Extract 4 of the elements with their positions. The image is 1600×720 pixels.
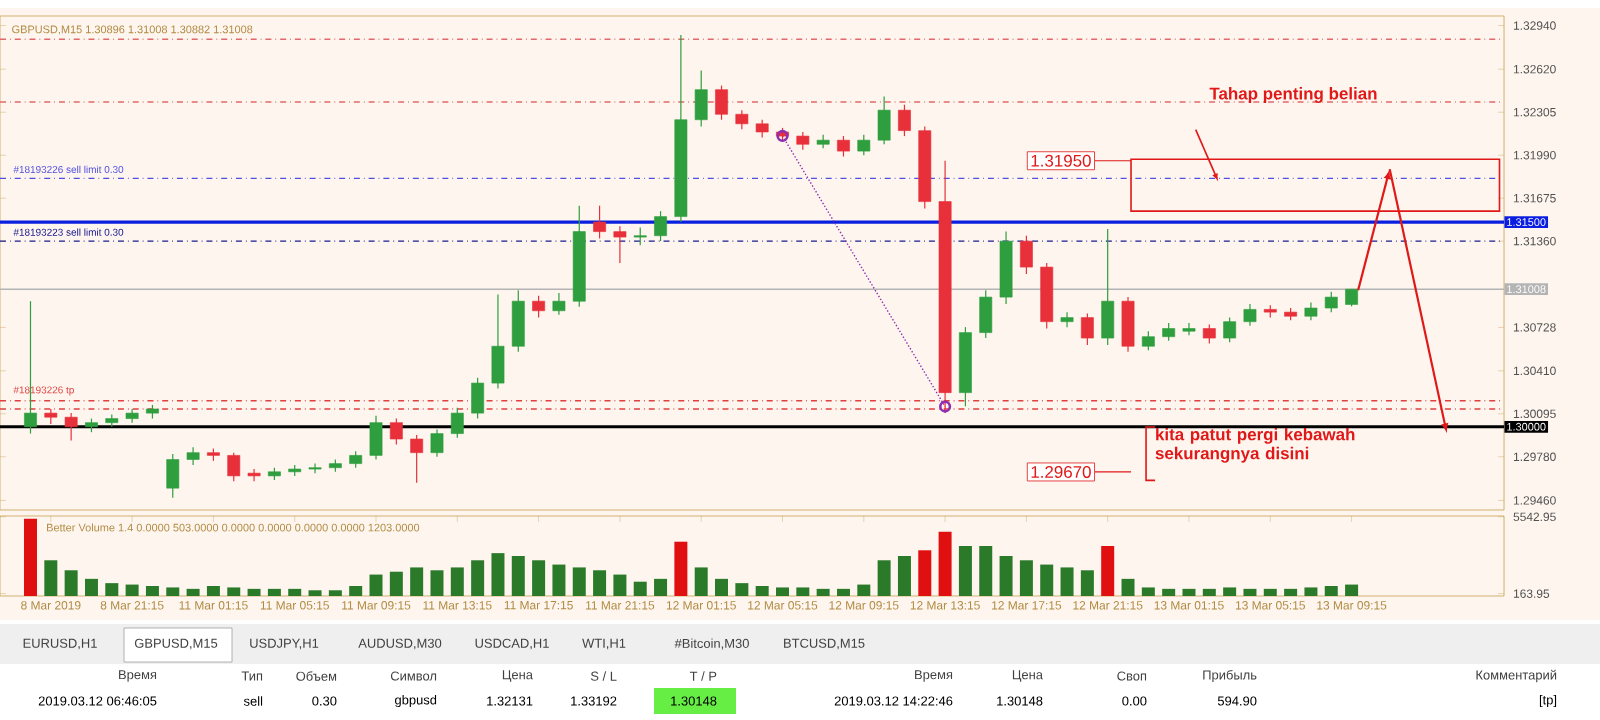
- annotation: Tahap penting belian: [1209, 87, 1377, 103]
- annotation: 1.31950: [1031, 154, 1091, 167]
- annotation: 1.29670: [1031, 465, 1091, 478]
- annotation: kita patut pergi kebawah sekurangnya disini: [1155, 427, 1355, 463]
